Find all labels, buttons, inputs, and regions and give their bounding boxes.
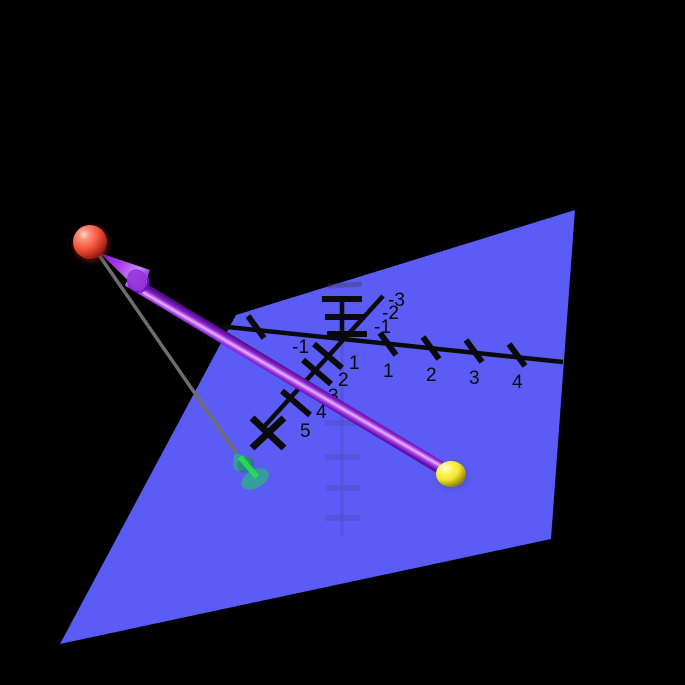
- svg-text:1: 1: [349, 353, 360, 374]
- svg-text:5: 5: [300, 421, 311, 442]
- svg-text:4: 4: [512, 372, 523, 393]
- svg-text:3: 3: [469, 368, 480, 389]
- svg-text:2: 2: [426, 365, 437, 386]
- svg-text:-3: -3: [388, 290, 405, 311]
- svg-text:1: 1: [383, 361, 394, 382]
- svg-text:-1: -1: [292, 337, 309, 358]
- svg-text:2: 2: [338, 370, 349, 391]
